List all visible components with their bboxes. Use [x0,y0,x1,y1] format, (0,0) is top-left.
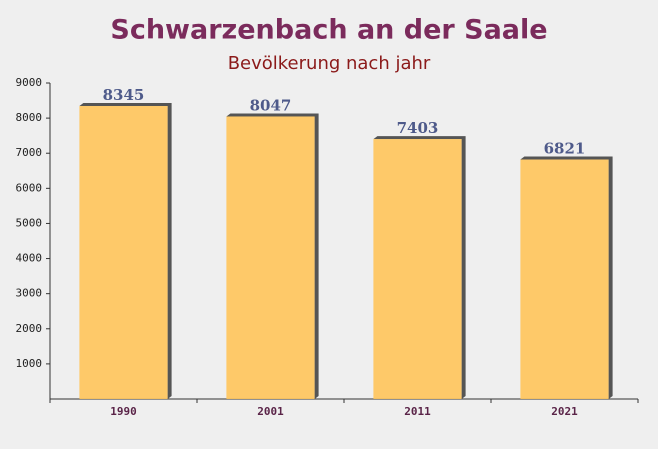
bar [226,116,315,400]
y-tick-label: 8000 [16,111,43,124]
chart-title: Schwarzenbach an der Saale [110,15,547,46]
value-label: 8047 [250,96,292,114]
x-tick-label: 2011 [404,405,431,418]
value-label: 6821 [544,140,586,158]
y-tick-label: 1000 [16,357,43,370]
bar [373,139,462,399]
x-tick-label: 1990 [110,405,137,418]
value-label: 8345 [103,86,145,104]
y-tick-label: 3000 [16,287,43,300]
bar [520,159,609,399]
y-tick-label: 7000 [16,146,43,159]
x-tick-label: 2021 [551,405,578,418]
y-tick-label: 6000 [16,181,43,194]
y-tick-label: 4000 [16,252,43,265]
x-tick-label: 2001 [257,405,284,418]
chart-subtitle: Bevölkerung nach jahr [228,53,431,74]
y-tick-label: 5000 [16,216,43,229]
y-tick-label: 9000 [16,76,43,89]
bar [79,105,168,400]
y-tick-label: 2000 [16,322,43,335]
value-label: 7403 [397,119,439,137]
